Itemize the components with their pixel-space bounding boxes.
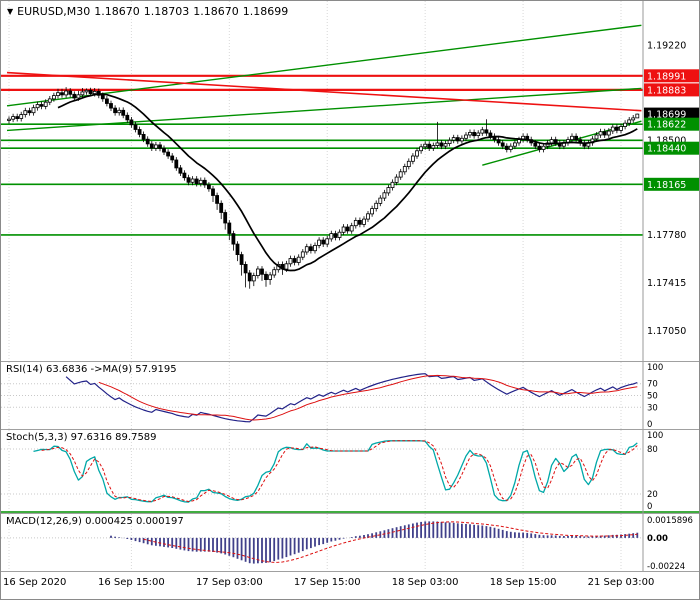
stoch-k-line <box>33 440 638 503</box>
price-badge <box>644 177 699 191</box>
macd-scale-label: -0.00224 <box>647 562 685 571</box>
macd-scale-label: 0.00 <box>647 534 668 544</box>
ohlc-low: 1.18670 <box>193 5 239 18</box>
ohlc-open: 1.18670 <box>94 5 140 18</box>
price-badge <box>644 107 699 121</box>
stoch-scale-label: 100 <box>647 431 663 441</box>
macd-panel: 0.0015896 0.00 -0.00224 MACD(12,26,9) 0.00… <box>1 513 699 571</box>
time-label: 17 Sep 15:00 <box>293 577 361 588</box>
price-badge <box>644 83 699 97</box>
rsi-scale-label: 30 <box>647 403 658 413</box>
price-axis-label: 1.19220 <box>647 41 686 52</box>
stoch-scale-label: 0 <box>647 502 652 512</box>
ohlc-high: 1.18703 <box>143 5 190 18</box>
trendline[interactable] <box>6 87 642 132</box>
stoch-indicator-label: Stoch(5,3,3) 97.6316 89.7589 <box>6 432 157 443</box>
stoch-d-line <box>41 440 638 502</box>
rsi-scale-label: 70 <box>647 380 658 390</box>
price-badge-label: 1.18699 <box>647 110 686 121</box>
price-badge <box>644 141 699 155</box>
main-chart-panel: 1.19220 1.18500 1.17780 1.17415 1.17050 1.189… <box>1 1 699 361</box>
moving-average-line <box>57 93 638 272</box>
chart-ohlc-header: ▼ EURUSD,M30 1.18670 1.18703 1.18670 1.18699 <box>7 5 292 18</box>
time-label: 16 Sep 15:00 <box>98 577 165 588</box>
price-badge-label: 1.18622 <box>647 120 686 131</box>
stoch-panel: 100 80 20 0 Stoch(5,3,3) 97.6316 89.7589 <box>1 429 699 513</box>
time-label: 18 Sep 03:00 <box>391 577 459 588</box>
time-axis[interactable]: 16 Sep 2020 16 Sep 15:00 17 Sep 03:00 17 Se… <box>1 571 699 599</box>
price-axis-label: 1.17415 <box>647 278 686 289</box>
rsi-indicator-label: RSI(14) 63.6836 ->MA(9) 57.9195 <box>6 364 177 375</box>
price-badge <box>644 69 699 83</box>
stoch-scale-label: 20 <box>647 490 658 500</box>
price-axis-label: 1.17050 <box>647 326 686 337</box>
rsi-panel: 100 70 50 30 0 RSI(14) 63.6836 ->MA(9) 57.91… <box>1 361 699 429</box>
macd-scale-label: 0.0015896 <box>647 516 693 526</box>
price-axis-label: 1.17780 <box>647 230 686 241</box>
rsi-scale-label: 50 <box>647 392 658 402</box>
trendline[interactable] <box>6 71 642 112</box>
macd-indicator-label: MACD(12,26,9) 0.000425 0.000197 <box>6 516 184 527</box>
price-badge-label: 1.18991 <box>647 71 686 82</box>
price-badge-label: 1.18883 <box>647 85 686 96</box>
rsi-line <box>65 373 638 423</box>
symbol-dropdown-icon[interactable]: ▼ <box>7 7 14 16</box>
price-badge-label: 1.18165 <box>647 180 686 191</box>
rsi-ma-line <box>98 374 638 421</box>
main-chart-svg[interactable]: 1.19220 1.18500 1.17780 1.17415 1.17050 1.189… <box>1 1 699 361</box>
ohlc-close: 1.18699 <box>242 5 289 18</box>
time-label: 21 Sep 03:00 <box>587 577 655 588</box>
price-badge <box>644 117 699 131</box>
price-badge-label: 1.18440 <box>647 144 686 155</box>
price-axis-label: 1.18500 <box>647 135 686 146</box>
stoch-scale-label: 80 <box>647 445 658 455</box>
macd-chart-svg[interactable]: 0.0015896 0.00 -0.00224 <box>1 514 699 571</box>
rsi-scale-label: 100 <box>647 363 663 373</box>
time-label: 16 Sep 2020 <box>3 577 67 588</box>
rsi-scale-label: 0 <box>647 420 652 429</box>
trendline[interactable] <box>6 24 642 107</box>
macd-histogram <box>110 521 639 564</box>
symbol-timeframe-label: EURUSD,M30 <box>17 5 91 18</box>
time-label: 18 Sep 15:00 <box>489 577 557 588</box>
stoch-chart-svg[interactable]: 100 80 20 0 <box>1 430 699 513</box>
candles-layer <box>7 87 640 289</box>
time-label: 17 Sep 03:00 <box>195 577 263 588</box>
